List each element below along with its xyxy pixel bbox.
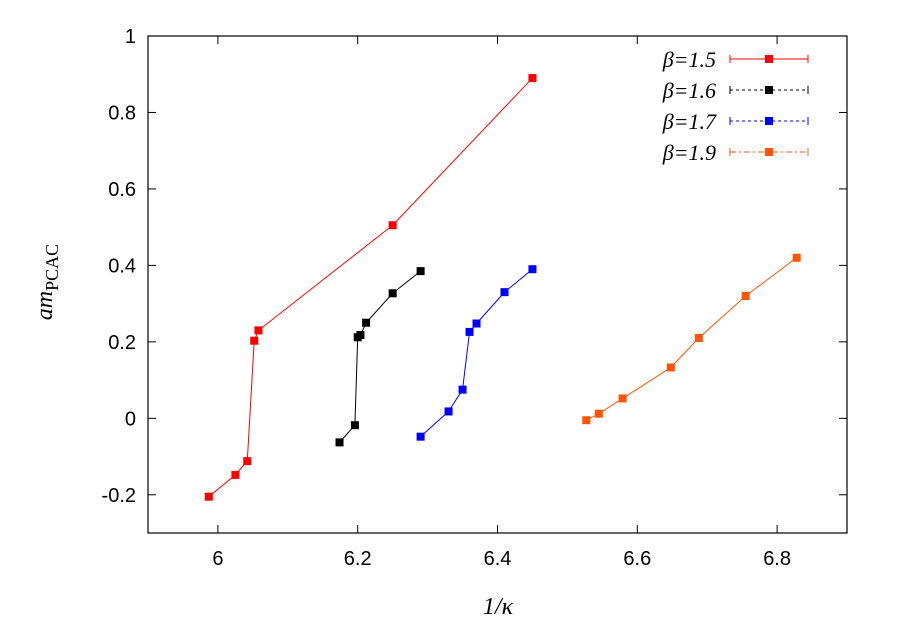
y-tick-label: 0.2 <box>108 332 136 354</box>
y-tick-label: 0.4 <box>108 255 136 277</box>
data-point <box>388 289 397 298</box>
data-point <box>472 319 481 328</box>
x-tick-label: 6.4 <box>484 548 512 570</box>
data-point <box>458 385 467 394</box>
data-point <box>204 492 213 501</box>
legend-entry: β=1.6 <box>662 78 809 103</box>
data-point <box>694 334 703 343</box>
legend-label: β=1.9 <box>662 140 716 165</box>
series-2 <box>335 267 425 447</box>
data-point <box>528 265 537 274</box>
data-point <box>444 407 453 416</box>
data-point <box>231 470 240 479</box>
legend-entry: β=1.9 <box>662 140 809 165</box>
legend-entry: β=1.7 <box>662 109 809 134</box>
series-line <box>586 257 797 421</box>
legend-label: β=1.7 <box>662 109 717 134</box>
y-tick-label: 0 <box>125 408 136 430</box>
data-point <box>388 221 397 230</box>
data-point <box>243 457 252 466</box>
x-tick-label: 6 <box>212 548 223 570</box>
x-tick-label: 6.6 <box>623 548 651 570</box>
data-point <box>416 267 425 276</box>
data-point <box>416 432 425 441</box>
x-axis-label: 1/κ <box>483 594 514 620</box>
series-line <box>339 270 421 443</box>
x-tick-label: 6.2 <box>344 548 372 570</box>
series-1 <box>204 74 537 501</box>
data-point <box>350 421 359 430</box>
data-point <box>582 416 591 425</box>
legend-marker <box>765 86 773 94</box>
series-3 <box>416 265 537 441</box>
series-line <box>208 77 533 498</box>
legend-label: β=1.6 <box>662 78 716 103</box>
series-line <box>420 268 533 438</box>
y-axis-label-sub: PCAC <box>42 244 62 291</box>
plot-frame <box>147 35 848 534</box>
y-tick-label: -0.2 <box>102 485 136 507</box>
y-tick-label: 0.6 <box>108 179 136 201</box>
y-tick-label: 0.8 <box>108 102 136 124</box>
data-point <box>500 288 509 297</box>
data-point <box>356 330 365 339</box>
legend-marker <box>765 117 773 125</box>
data-point <box>792 253 801 262</box>
data-point <box>666 363 675 372</box>
data-point <box>618 394 627 403</box>
legend-label: β=1.5 <box>662 47 716 72</box>
series-4 <box>582 253 801 425</box>
data-point <box>250 336 259 345</box>
data-point <box>362 318 371 327</box>
x-tick-label: 6.8 <box>763 548 791 570</box>
y-tick-label: 1 <box>125 26 136 48</box>
data-point <box>465 327 474 336</box>
y-axis-label-main: am <box>32 291 58 320</box>
data-point <box>741 291 750 300</box>
legend-marker <box>765 148 773 156</box>
data-point <box>335 438 344 447</box>
data-point <box>528 74 537 83</box>
data-point <box>254 326 263 335</box>
legend-marker <box>765 55 773 63</box>
y-axis-label: amPCAC <box>32 244 62 320</box>
legend-entry: β=1.5 <box>662 47 809 72</box>
data-point <box>594 409 603 418</box>
